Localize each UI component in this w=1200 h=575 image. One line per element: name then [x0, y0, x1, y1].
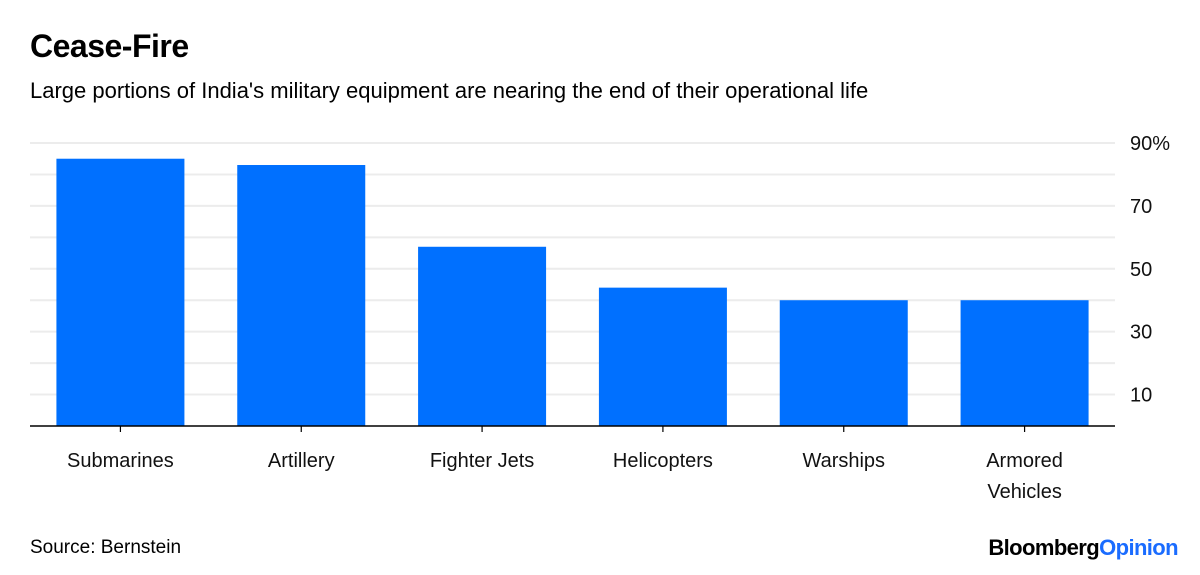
bars [56, 158, 1089, 426]
x-category-label: Helicopters [613, 450, 713, 472]
x-category-label: Armored Vehicles [986, 450, 1063, 503]
gridlines [30, 142, 1115, 396]
brand-logo: BloombergOpinion [988, 535, 1178, 561]
brand-primary: Bloomberg [988, 535, 1100, 560]
y-tick-label: 70 [1130, 196, 1152, 218]
bar-fighter-jets [418, 246, 547, 426]
x-category-label-line: Armored [986, 450, 1063, 472]
brand-secondary: Opinion [1099, 535, 1179, 560]
x-category-label: Artillery [268, 450, 335, 472]
chart-title: Cease-Fire [30, 28, 189, 64]
x-category-label-line: Warships [802, 450, 885, 472]
x-category-label: Submarines [67, 450, 174, 472]
x-category-label-line: Artillery [268, 450, 335, 472]
bar-submarines [56, 158, 185, 426]
y-tick-label: 50 [1130, 259, 1152, 281]
y-tick-label: 30 [1130, 322, 1152, 344]
chart-subtitle: Large portions of India's military equip… [30, 78, 869, 103]
x-category-label: Warships [802, 450, 885, 472]
bar-helicopters [598, 287, 727, 426]
x-category-label-line: Fighter Jets [430, 450, 534, 472]
bar-chart: 10 30 50 70 90% Submarines Artillery Fighter J… [30, 133, 1170, 503]
bar-warships [779, 300, 908, 426]
x-axis [30, 425, 1115, 432]
x-axis-category-labels: Submarines Artillery Fighter Jets Helicopte… [67, 450, 1063, 503]
x-category-label-line: Vehicles [987, 481, 1062, 503]
bar-artillery [237, 165, 366, 426]
bar-armored-vehicles [960, 300, 1089, 426]
x-category-label-line: Submarines [67, 450, 174, 472]
x-category-label: Fighter Jets [430, 450, 534, 472]
y-tick-label: 10 [1130, 385, 1152, 407]
x-category-label-line: Helicopters [613, 450, 713, 472]
source-note: Source: Bernstein [30, 537, 182, 558]
y-axis-tick-labels: 10 30 50 70 90% [1130, 133, 1170, 407]
y-tick-label: 90% [1130, 133, 1170, 155]
